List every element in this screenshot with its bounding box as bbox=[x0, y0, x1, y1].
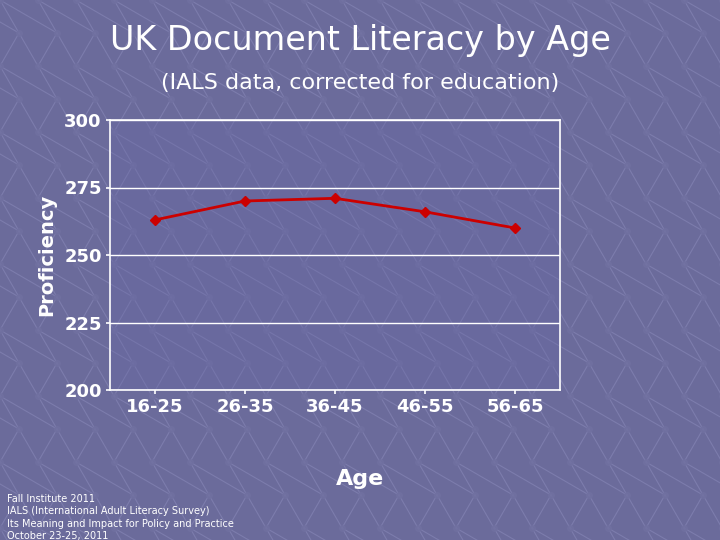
Text: Age: Age bbox=[336, 469, 384, 489]
Text: UK Document Literacy by Age: UK Document Literacy by Age bbox=[109, 24, 611, 57]
Y-axis label: Proficiency: Proficiency bbox=[37, 194, 56, 316]
Text: (IALS data, corrected for education): (IALS data, corrected for education) bbox=[161, 73, 559, 93]
Text: Fall Institute 2011
IALS (International Adult Literacy Survey)
Its Meaning and I: Fall Institute 2011 IALS (International … bbox=[7, 494, 234, 540]
